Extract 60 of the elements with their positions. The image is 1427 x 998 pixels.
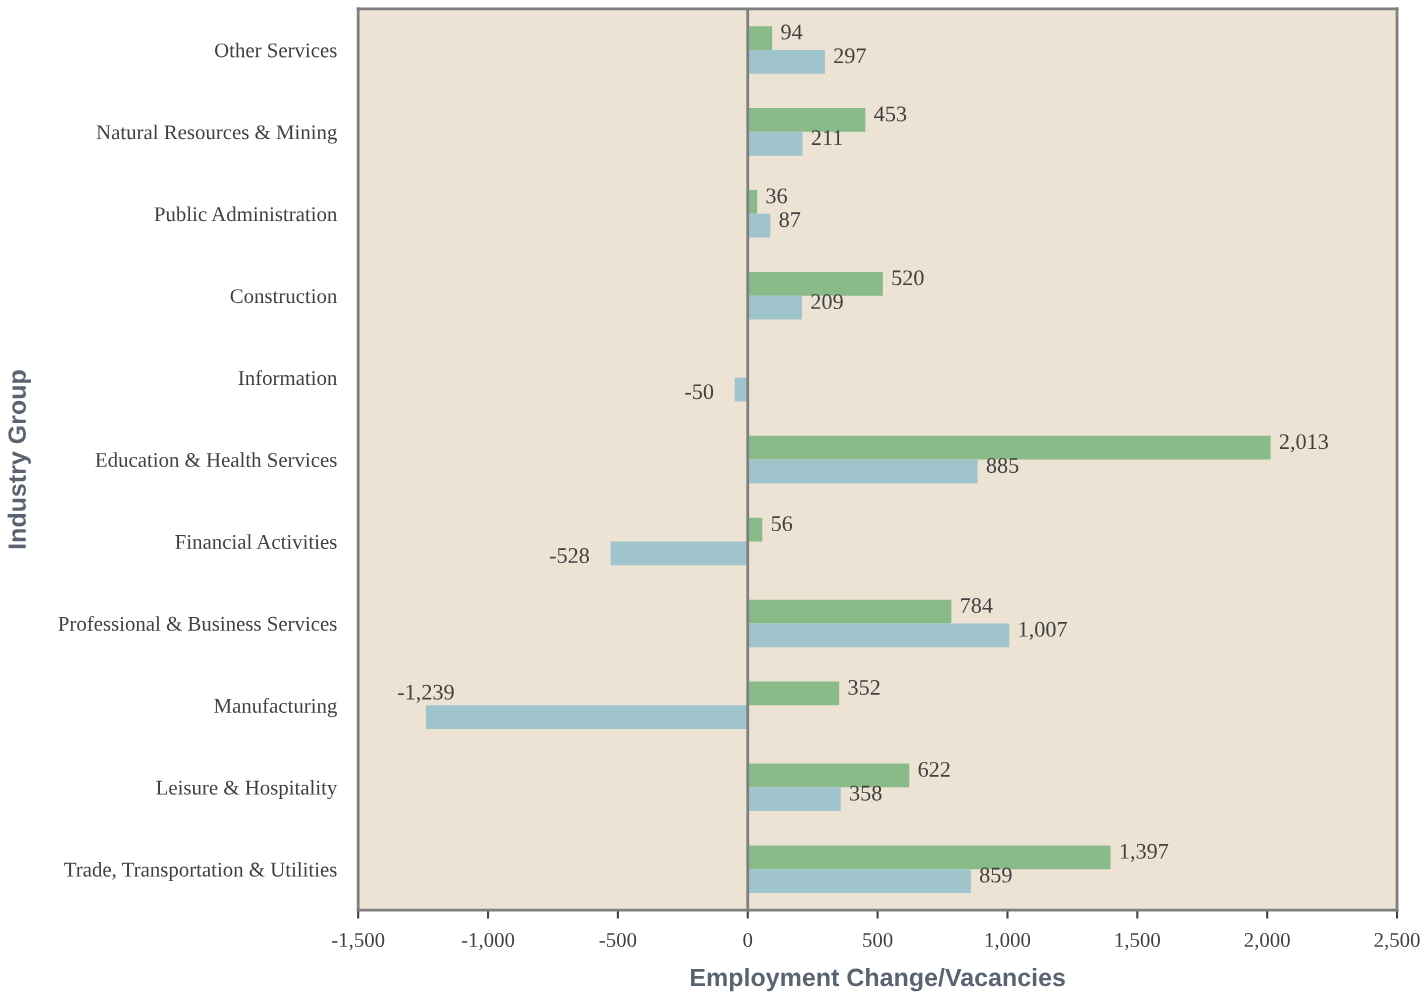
data-label: 859 [980,867,1012,883]
bar [747,869,971,893]
data-label: 297 [834,48,866,64]
data-label: 36 [766,188,787,204]
data-label: 520 [892,270,924,286]
data-label: -1,239 [398,684,454,703]
data-label: 1,397 [1120,843,1169,862]
bar [425,705,748,730]
y-axis-title: Industry Group [7,370,31,549]
bar [747,435,1271,460]
data-label: 209 [811,294,843,310]
y-tick-label: Leisure & Hospitality [156,780,338,800]
data-label: 358 [850,785,882,801]
data-label: 453 [874,106,907,122]
y-tick-label: Natural Resources & Mining [96,124,337,144]
bar [610,541,748,566]
data-label: 94 [781,24,803,40]
data-label: -528 [549,548,589,564]
data-label: -50 [685,384,714,400]
y-tick-label: Education & Health Services [95,452,337,468]
x-tick-label: -1,500 [332,933,385,951]
y-tick-label: Trade, Transportation & Utilities [64,861,337,881]
bar [747,131,803,156]
y-tick-label: Information [238,370,338,386]
bar [747,787,841,812]
y-tick-label: Construction [230,289,338,304]
x-axis-title: Employment Change/Vacancies [691,967,1065,992]
y-tick-label: Public Administration [154,206,338,222]
data-label: 2,013 [1279,434,1328,453]
x-tick-label: -500 [599,933,637,948]
y-tick-label: Financial Activities [175,534,337,549]
bar [747,681,840,706]
data-label: 352 [848,680,880,695]
data-label: 1,007 [1019,621,1067,640]
data-label: 211 [811,130,843,145]
bar [747,517,763,542]
bar [747,108,866,132]
x-tick-label: 2,500 [1374,933,1420,951]
bar [747,271,883,296]
bar [747,213,771,238]
y-tick-label: Professional & Business Services [58,615,337,631]
bar [747,49,825,74]
bar [747,459,978,484]
x-tick-label: 1,500 [1115,933,1160,951]
data-label: 784 [961,598,993,614]
bar [747,623,1010,648]
x-tick-label: -1,000 [461,933,515,951]
data-label: 622 [918,761,950,777]
x-tick-label: 1,000 [985,933,1031,951]
x-tick-label: 0 [743,933,753,948]
bar [747,26,773,50]
bar [747,295,803,320]
y-tick-label: Other Services [214,42,337,58]
data-label: 885 [986,457,1019,473]
data-label: 87 [779,212,801,228]
x-tick-label: 2,000 [1244,933,1290,951]
bar [747,599,952,624]
x-tick-label: 500 [863,933,893,948]
data-label: 56 [771,516,793,532]
y-tick-label: Manufacturing [214,698,337,718]
